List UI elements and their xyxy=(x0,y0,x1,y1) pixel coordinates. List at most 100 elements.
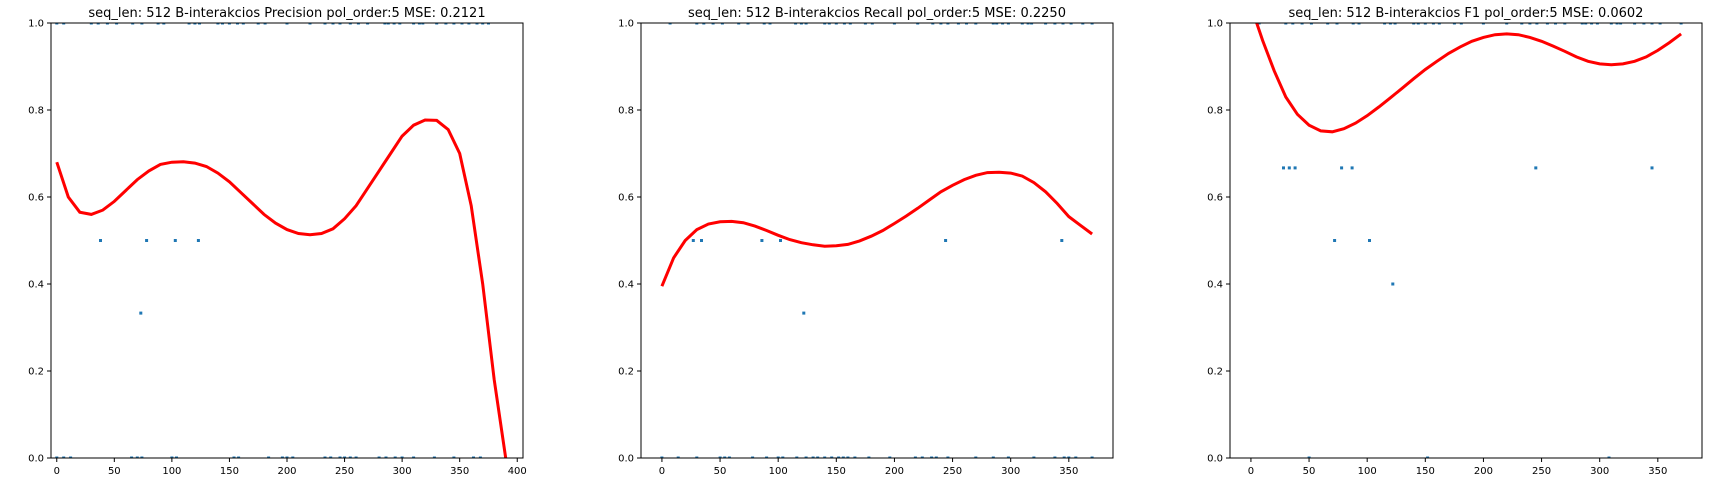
data-point xyxy=(834,23,838,25)
data-point xyxy=(356,23,360,25)
data-point xyxy=(751,456,755,458)
data-point xyxy=(944,239,948,242)
data-point xyxy=(1619,23,1623,25)
data-point xyxy=(130,456,134,458)
y-tick-label: 0.2 xyxy=(1207,367,1223,378)
data-point xyxy=(323,456,327,458)
data-point xyxy=(1383,23,1387,25)
data-point xyxy=(1615,23,1619,25)
data-point xyxy=(384,456,388,458)
x-tick-label: 100 xyxy=(769,466,788,477)
data-point xyxy=(700,239,703,242)
data-point xyxy=(1351,23,1355,25)
data-point xyxy=(846,456,850,458)
data-point xyxy=(135,456,139,458)
data-point xyxy=(1307,456,1311,458)
data-point xyxy=(338,23,342,25)
data-point xyxy=(452,23,456,25)
data-point xyxy=(263,23,267,25)
data-point xyxy=(746,23,750,25)
data-point xyxy=(695,23,699,25)
data-point xyxy=(69,456,73,458)
data-point xyxy=(472,456,475,458)
data-point xyxy=(291,456,295,458)
data-point xyxy=(1053,23,1057,25)
data-point xyxy=(140,456,144,458)
x-tick-label: 200 xyxy=(1474,466,1493,477)
data-point xyxy=(1426,456,1430,458)
data-point xyxy=(1062,456,1066,458)
data-point xyxy=(435,23,439,25)
data-point xyxy=(1590,23,1594,25)
data-point xyxy=(1032,456,1036,458)
subplot-f1: seq_len: 512 B-interakcios F1 pol_order:… xyxy=(1207,6,1703,477)
y-tick-label: 0.2 xyxy=(618,367,634,378)
data-point xyxy=(1287,166,1291,170)
data-point xyxy=(760,239,764,242)
data-point xyxy=(1416,23,1420,25)
data-point xyxy=(781,456,785,458)
data-point xyxy=(794,23,798,25)
data-point xyxy=(1044,23,1048,25)
data-point xyxy=(227,23,231,25)
data-point xyxy=(366,23,370,25)
data-point xyxy=(1452,23,1456,25)
y-tick-label: 1.0 xyxy=(618,19,634,30)
x-tick-label: 50 xyxy=(1303,466,1316,477)
data-point xyxy=(1554,23,1557,25)
x-tick-label: 250 xyxy=(1532,466,1551,477)
y-tick-label: 0.4 xyxy=(618,280,634,291)
data-point xyxy=(1026,23,1030,25)
data-point xyxy=(323,23,327,25)
data-point xyxy=(145,239,149,242)
data-point xyxy=(285,23,289,25)
fit-curve xyxy=(1255,23,1682,134)
data-point xyxy=(916,23,920,25)
data-point xyxy=(802,311,806,315)
data-point xyxy=(776,456,780,458)
x-tick-label: 0 xyxy=(659,466,665,477)
data-point xyxy=(695,456,699,458)
y-tick-label: 0.2 xyxy=(28,367,44,378)
data-point xyxy=(343,456,347,458)
data-point xyxy=(1284,23,1288,25)
data-point xyxy=(1481,23,1485,25)
data-point xyxy=(193,23,197,25)
data-point xyxy=(727,456,731,458)
data-point xyxy=(1090,456,1094,458)
data-point xyxy=(1534,166,1538,170)
data-point xyxy=(400,456,404,458)
data-point xyxy=(348,23,352,25)
x-tick-label: 150 xyxy=(220,466,239,477)
data-point xyxy=(888,456,892,458)
data-point xyxy=(1609,23,1613,25)
data-point xyxy=(841,456,845,458)
x-tick-label: 0 xyxy=(54,466,60,477)
data-point xyxy=(393,456,397,458)
data-point xyxy=(946,23,950,25)
x-tick-label: 200 xyxy=(277,466,296,477)
data-point xyxy=(1257,23,1261,25)
data-point xyxy=(354,456,358,458)
data-point xyxy=(1658,23,1662,25)
data-point xyxy=(115,23,119,25)
x-tick-label: 150 xyxy=(827,466,846,477)
data-point xyxy=(737,23,741,25)
data-point xyxy=(991,23,995,25)
y-tick-label: 0.6 xyxy=(28,193,44,204)
data-point xyxy=(241,23,245,25)
data-point xyxy=(162,23,166,25)
data-point xyxy=(1642,23,1646,25)
data-point xyxy=(221,23,224,25)
data-point xyxy=(965,23,968,25)
data-point xyxy=(236,23,239,25)
data-point xyxy=(1505,23,1509,25)
data-point xyxy=(974,456,978,458)
data-point xyxy=(1437,23,1441,25)
data-point xyxy=(1067,456,1071,458)
x-tick-label: 150 xyxy=(1416,466,1435,477)
data-point xyxy=(338,456,342,458)
x-tick-label: 100 xyxy=(1358,466,1377,477)
data-point xyxy=(1563,23,1567,25)
data-point xyxy=(1326,23,1330,25)
